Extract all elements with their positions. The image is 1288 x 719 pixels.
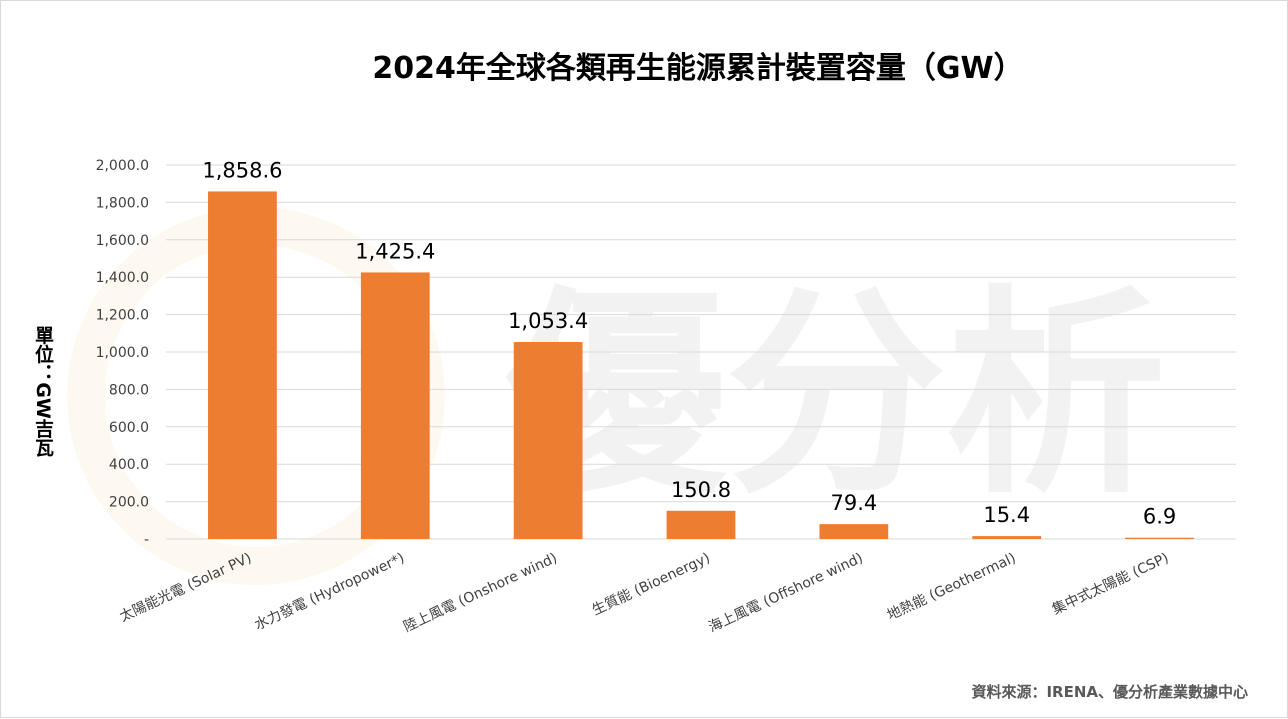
y-tick-label: 1,400.0 [96, 270, 149, 286]
bar [360, 272, 430, 539]
x-tick-label: 地熱能 (Geothermal) [885, 550, 1019, 624]
x-tick-label: 生質能 (Bioenergy) [590, 550, 713, 619]
data-labels: 1,858.6 1,425.4 1,053.4 150.8 79.4 15.4 6.9 [202, 158, 1176, 528]
bar [1125, 537, 1194, 539]
bar [513, 342, 583, 539]
y-axis-label: 單位：GW吉瓦 [32, 325, 54, 458]
y-tick-label: 600.0 [109, 420, 149, 436]
bar [666, 510, 736, 539]
data-label: 6.9 [1143, 505, 1176, 529]
y-tick-label: 1,000.0 [96, 345, 149, 361]
bars [208, 191, 1194, 539]
bar [208, 191, 277, 539]
y-tick-label: - [144, 532, 149, 548]
y-tick-label: 800.0 [109, 382, 149, 398]
x-tick-label: 海上風電 (Offshore wind) [706, 550, 865, 636]
source-note: 資料來源：IRENA、優分析產業數據中心 [971, 683, 1248, 701]
data-label: 150.8 [671, 478, 731, 502]
y-tick-label: 200.0 [109, 495, 149, 511]
bar [972, 536, 1042, 539]
watermark-text: 優分析 [505, 267, 1166, 523]
data-label: 79.4 [830, 491, 877, 515]
y-tick-label: 1,800.0 [96, 195, 149, 211]
y-axis-ticks: - 200.0 400.0 600.0 800.0 1,000.0 1,200.0 1,400… [96, 158, 149, 548]
data-label: 15.4 [983, 503, 1030, 527]
y-tick-label: 1,200.0 [96, 308, 149, 324]
data-label: 1,425.4 [355, 239, 435, 263]
y-tick-label: 1,600.0 [96, 233, 149, 249]
x-tick-label: 陸上風電 (Onshore wind) [401, 550, 560, 635]
x-tick-label: 集中式太陽能 (CSP) [1049, 549, 1171, 618]
gridlines [166, 164, 1236, 540]
data-label: 1,858.6 [202, 158, 282, 182]
y-tick-label: 2,000.0 [96, 158, 149, 174]
bar [819, 524, 889, 539]
data-label: 1,053.4 [508, 309, 588, 333]
chart-title: 2024年全球各類再生能源累計裝置容量（GW） [372, 51, 1023, 86]
y-tick-label: 400.0 [109, 457, 149, 473]
